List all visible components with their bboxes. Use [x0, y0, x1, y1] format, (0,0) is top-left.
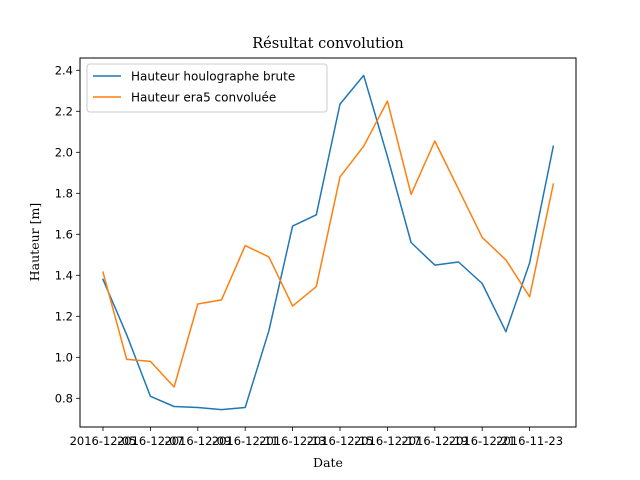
- legend-box: [86, 63, 328, 113]
- y-tick-label: 2.4: [55, 63, 73, 77]
- legend: Hauteur houlographe brute Hauteur era5 co…: [86, 63, 328, 113]
- x-tick-label: 2016-12-15: [307, 434, 374, 448]
- y-tick-label: 1.8: [55, 186, 73, 200]
- y-tick-label: 0.8: [55, 391, 73, 405]
- legend-label: Hauteur houlographe brute: [131, 70, 295, 84]
- y-tick-label: 2.0: [55, 145, 73, 159]
- x-axis: 2016-12-052016-12-072016-12-092016-12-11…: [70, 427, 563, 448]
- x-tick-label: 2016-12-17: [354, 434, 421, 448]
- x-tick-label: 2016-12-21: [449, 434, 516, 448]
- x-tick-label: 2016-12-09: [164, 434, 231, 448]
- y-tick-label: 1.4: [55, 268, 73, 282]
- y-axis-label: Hauteur [m]: [27, 203, 42, 281]
- y-tick-label: 1.2: [55, 309, 73, 323]
- x-tick-label: 2016-12-07: [117, 434, 184, 448]
- x-tick-label: 2016-12-11: [212, 434, 279, 448]
- y-tick-label: 1.6: [55, 227, 73, 241]
- x-tick-label: 2016-12-05: [70, 434, 137, 448]
- chart-title: Résultat convolution: [252, 36, 403, 52]
- x-axis-label: Date: [313, 455, 343, 470]
- series-layer: [102, 74, 555, 411]
- plot-frame: [79, 57, 577, 428]
- legend-label: Hauteur era5 convoluée: [131, 91, 276, 105]
- y-tick-label: 2.2: [55, 104, 73, 118]
- y-axis: 0.8 1.0 1.2 1.4 1.6 1.8 2.0 2.2 2.4: [55, 63, 80, 405]
- x-tick-label: 2016-12-19: [401, 434, 468, 448]
- x-tick-label: 2016-12-13: [259, 434, 326, 448]
- x-tick-label: 2016-11-23: [496, 434, 563, 448]
- series-line-2: [102, 100, 555, 388]
- series-line-1: [102, 74, 555, 411]
- y-tick-label: 1.0: [55, 350, 73, 364]
